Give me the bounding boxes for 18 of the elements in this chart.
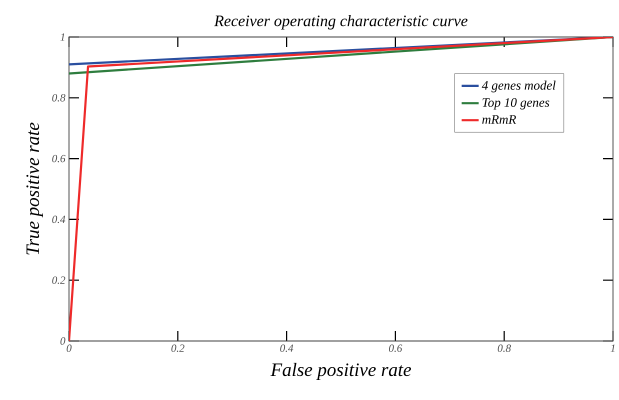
x-tick-label: 0.6 [388, 344, 402, 352]
y-tick-label: 0.6 [52, 154, 66, 162]
x-tick-label: 1 [610, 344, 615, 352]
legend-label: Top 10 genes [482, 98, 550, 110]
legend-label: mRmR [482, 115, 516, 124]
y-tick-label: 0 [60, 337, 66, 345]
x-tick-label: 0.8 [498, 344, 511, 352]
y-axis-title: True positive rate [26, 122, 43, 255]
x-axis-title: False positive rate [270, 362, 412, 380]
x-tick-label: 0.2 [171, 344, 184, 352]
x-tick-label: 0.4 [280, 344, 294, 352]
y-tick-label: 0.8 [52, 94, 66, 102]
y-tick-label: 0.2 [52, 276, 66, 284]
legend-label: 4 genes model [482, 80, 556, 92]
x-tick-label: 0 [66, 344, 72, 352]
chart-title: Receiver operating characteristic curve [214, 15, 468, 30]
y-tick-label: 1 [60, 33, 64, 41]
y-tick-label: 0.4 [52, 216, 66, 224]
